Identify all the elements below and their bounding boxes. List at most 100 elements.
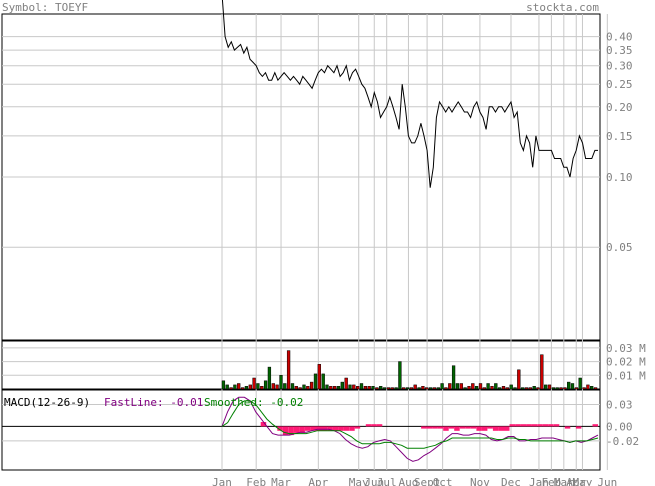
- macd-histogram-bar: [426, 426, 433, 429]
- volume-bar: [417, 387, 421, 390]
- macd-histogram-bar: [310, 426, 316, 431]
- macd-histogram-bar: [492, 426, 499, 431]
- volume-bar: [248, 384, 252, 390]
- x-tick-label: Dec: [501, 476, 521, 486]
- volume-tick-label: 0.01 M: [606, 369, 646, 382]
- macd-histogram-bar: [299, 426, 305, 433]
- macd-histogram-bar: [481, 426, 488, 431]
- volume-bar: [486, 383, 490, 390]
- macd-histogram-bar: [332, 426, 339, 431]
- volume-bar: [290, 383, 295, 390]
- macd-smooth-label: Smoothed: -0.02: [204, 396, 303, 409]
- macd-histogram-bar: [260, 422, 267, 427]
- volume-bar: [570, 383, 575, 390]
- volume-bar: [302, 384, 306, 390]
- volume-bar: [333, 386, 337, 390]
- macd-histogram-bar: [515, 424, 521, 427]
- volume-bar: [298, 387, 302, 390]
- volume-bar: [509, 384, 513, 390]
- macd-histogram-bar: [509, 424, 515, 427]
- volume-bar: [459, 383, 463, 390]
- price-tick-label: 0.15: [606, 130, 633, 143]
- price-tick-label: 0.25: [606, 78, 633, 91]
- macd-histogram-bar: [443, 426, 449, 431]
- macd-histogram-bar: [459, 426, 466, 429]
- volume-bar: [413, 384, 417, 390]
- volume-bar: [532, 386, 536, 390]
- x-tick-label: May: [573, 476, 593, 486]
- volume-bar: [263, 380, 268, 390]
- volume-bar: [363, 386, 368, 390]
- macd-histogram-bar: [376, 424, 383, 427]
- volume-bar: [229, 387, 233, 390]
- x-tick-label: Apr: [566, 476, 586, 486]
- volume-bar: [352, 384, 356, 390]
- volume-bar: [379, 386, 383, 390]
- macd-tick-label: 0.00: [606, 420, 633, 433]
- macd-fast-line: [221, 396, 599, 462]
- volume-bar: [267, 366, 272, 390]
- volume-bar: [497, 387, 502, 390]
- volume-bar: [478, 383, 483, 390]
- volume-bar: [471, 383, 475, 390]
- volume-panel: [2, 347, 600, 390]
- price-line: [221, 0, 598, 188]
- macd-histogram-bar: [349, 426, 355, 431]
- macd-fast-label: FastLine: -0.01: [104, 396, 203, 409]
- volume-bar: [313, 373, 318, 390]
- x-tick-label: Sept: [414, 476, 441, 486]
- macd-histogram-bar: [575, 426, 582, 429]
- volume-bar: [286, 350, 291, 390]
- volume-bar: [578, 377, 582, 390]
- volume-bar: [240, 387, 245, 390]
- volume-tick-label: 0.03 M: [606, 342, 646, 355]
- volume-bar: [356, 386, 360, 390]
- volume-bar: [321, 373, 325, 390]
- price-tick-label: 0.30: [606, 60, 633, 73]
- volume-bar: [233, 384, 237, 390]
- volume-bar: [551, 387, 556, 390]
- macd-histogram-bar: [548, 424, 554, 427]
- macd-histogram-bar: [448, 426, 455, 429]
- macd-histogram-bar: [365, 424, 372, 427]
- x-tick-label: Mar: [554, 476, 574, 486]
- volume-bar: [513, 387, 517, 390]
- volume-bar: [559, 387, 563, 390]
- volume-bar: [344, 377, 348, 390]
- volume-bar: [244, 386, 249, 390]
- volume-bar: [582, 387, 586, 390]
- volume-bar: [306, 386, 310, 390]
- volume-bar: [367, 386, 371, 390]
- volume-bar: [348, 384, 352, 390]
- x-tick-label: Jun: [597, 476, 617, 486]
- volume-bar: [402, 387, 406, 390]
- macd-histogram-bar: [454, 426, 460, 431]
- volume-bar: [271, 383, 275, 390]
- volume-bar: [390, 387, 394, 390]
- volume-bar: [455, 383, 460, 390]
- volume-bar: [428, 387, 433, 390]
- x-gridlines: [221, 14, 608, 470]
- price-tick-label: 0.35: [606, 44, 633, 57]
- macd-title: MACD(12-26-9): [4, 396, 90, 409]
- price-panel: [221, 0, 598, 188]
- x-tick-label: Apr: [308, 476, 328, 486]
- volume-bar: [528, 387, 532, 390]
- macd-histogram-bar: [277, 426, 283, 431]
- macd-tick-label: -0.02: [606, 435, 639, 448]
- volume-bar: [317, 364, 321, 390]
- macd-histogram-bar: [592, 424, 598, 427]
- volume-bar: [474, 386, 479, 390]
- site-label: stockta.com: [526, 1, 599, 14]
- macd-histogram-bar: [321, 426, 327, 431]
- volume-bar: [448, 383, 452, 390]
- price-tick-label: 0.40: [606, 31, 633, 44]
- macd-histogram-bar: [327, 426, 333, 431]
- volume-bar: [567, 381, 571, 390]
- macd-histogram-bar: [316, 426, 322, 431]
- macd-histogram-bar: [282, 426, 289, 436]
- macd-tick-label: 0.03: [606, 399, 633, 412]
- price-tick-label: 0.20: [606, 101, 633, 114]
